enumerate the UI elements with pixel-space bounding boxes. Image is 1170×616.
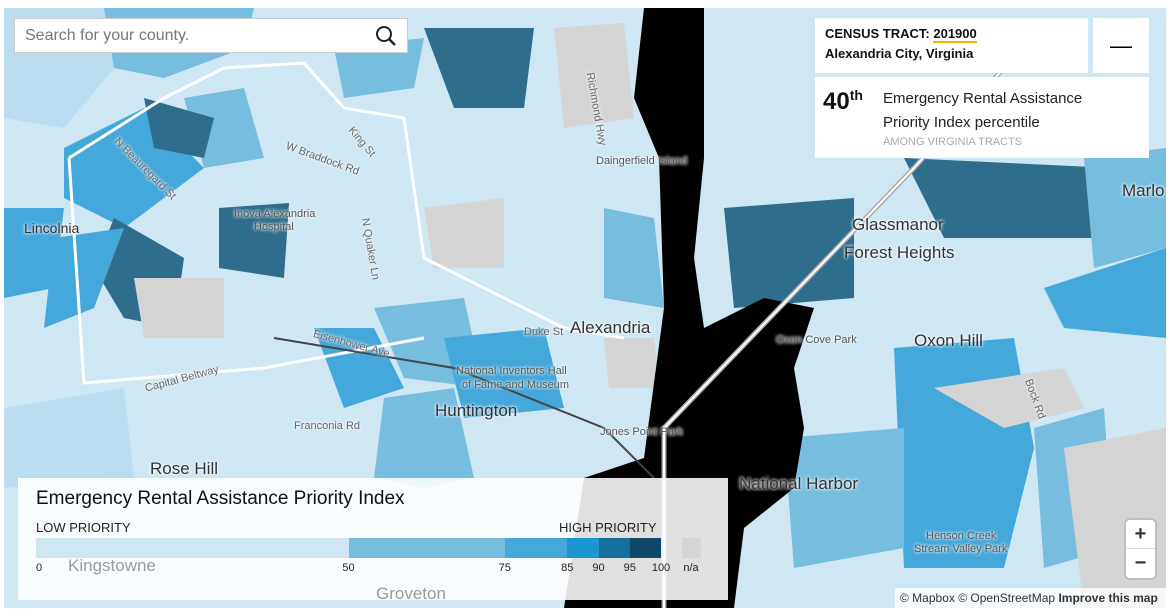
map-label: National Inventors Hall xyxy=(456,365,567,377)
map-label: Lincolnia xyxy=(24,220,80,236)
legend-tick: 95 xyxy=(623,562,636,574)
legend-bin xyxy=(504,538,568,558)
legend-title: Emergency Rental Assistance Priority Ind… xyxy=(36,488,405,509)
legend-tick: 90 xyxy=(592,562,605,574)
map-label: National Harbor xyxy=(739,474,859,493)
map-label: Marlo xyxy=(1122,181,1165,200)
legend-tick: 100 xyxy=(651,562,671,574)
legend-bin xyxy=(598,538,630,558)
tract-id: 201900 xyxy=(933,26,977,43)
road-label: Duke St xyxy=(524,326,564,338)
percentile-swatch xyxy=(790,77,815,158)
map-label: Rose Hill xyxy=(150,459,219,478)
legend-tick: 85 xyxy=(561,562,574,574)
improve-map-link[interactable]: Improve this map xyxy=(1058,591,1158,605)
map-label-groveton: Groveton xyxy=(376,584,446,603)
percentile-description: Priority Index percentile xyxy=(883,114,1040,131)
legend-low-label: LOW PRIORITY xyxy=(36,520,131,535)
map-label: Glassmanor xyxy=(852,215,944,234)
legend-bin xyxy=(348,538,505,558)
legend-tick-na: n/a xyxy=(683,562,699,574)
map-label: Daingerfield Island xyxy=(596,155,688,167)
legend-bin xyxy=(36,538,349,558)
percentile-scope: AMONG VIRGINIA TRACTS xyxy=(883,136,1023,148)
map-label: Inova Alexandria xyxy=(234,208,316,220)
map-label: Jones Point Park xyxy=(600,426,684,438)
zoom-out-button[interactable]: − xyxy=(1134,552,1147,574)
osm-link[interactable]: © OpenStreetMap xyxy=(958,591,1056,605)
legend-tick: 0 xyxy=(35,562,43,574)
zoom-in-button[interactable]: + xyxy=(1126,520,1155,549)
search-icon[interactable] xyxy=(375,25,397,47)
tract-header: CENSUS TRACT: 201900 Alexandria City, Vi… xyxy=(815,18,1088,73)
percentile-description: Emergency Rental Assistance xyxy=(883,90,1083,107)
map-label-kingstowne: Kingstowne xyxy=(68,556,156,575)
map-label: Huntington xyxy=(435,401,518,420)
map-label: Henson Creek xyxy=(926,530,997,542)
map-label: Hospital xyxy=(254,221,294,233)
map-label: Oxon Cove Park xyxy=(776,334,857,346)
legend: Emergency Rental Assistance Priority Ind… xyxy=(18,478,728,600)
map-label: Stream Valley Park xyxy=(914,543,1008,555)
tract-label: CENSUS TRACT: xyxy=(825,26,930,41)
tract-info: 40th Emergency Rental Assistance Priorit… xyxy=(815,77,1149,158)
legend-na-swatch xyxy=(682,538,701,558)
map-label: Oxon Hill xyxy=(914,331,983,350)
percentile-value: 40th xyxy=(823,87,863,115)
collapse-button[interactable]: — xyxy=(1093,18,1149,73)
legend-bin xyxy=(629,538,661,558)
search-input[interactable] xyxy=(25,26,375,45)
zoom-controls: + − xyxy=(1126,520,1155,578)
map-label: Forest Heights xyxy=(844,243,955,262)
legend-tick: 50 xyxy=(342,562,355,574)
legend-tick: 75 xyxy=(498,562,511,574)
search-box xyxy=(14,18,408,53)
tract-location: Alexandria City, Virginia xyxy=(825,46,974,61)
potomac-river xyxy=(564,8,814,608)
selected-tract-swatch xyxy=(790,18,815,73)
attribution: © Mapbox © OpenStreetMap Improve this ma… xyxy=(895,588,1166,608)
legend-bar xyxy=(36,538,701,558)
legend-high-label: HIGH PRIORITY xyxy=(559,520,657,535)
mapbox-link[interactable]: © Mapbox xyxy=(900,591,955,605)
map-label: Alexandria xyxy=(570,318,651,337)
road-label: Franconia Rd xyxy=(294,420,361,432)
map-label: of Fame and Museum xyxy=(462,379,569,391)
legend-bin xyxy=(567,538,599,558)
